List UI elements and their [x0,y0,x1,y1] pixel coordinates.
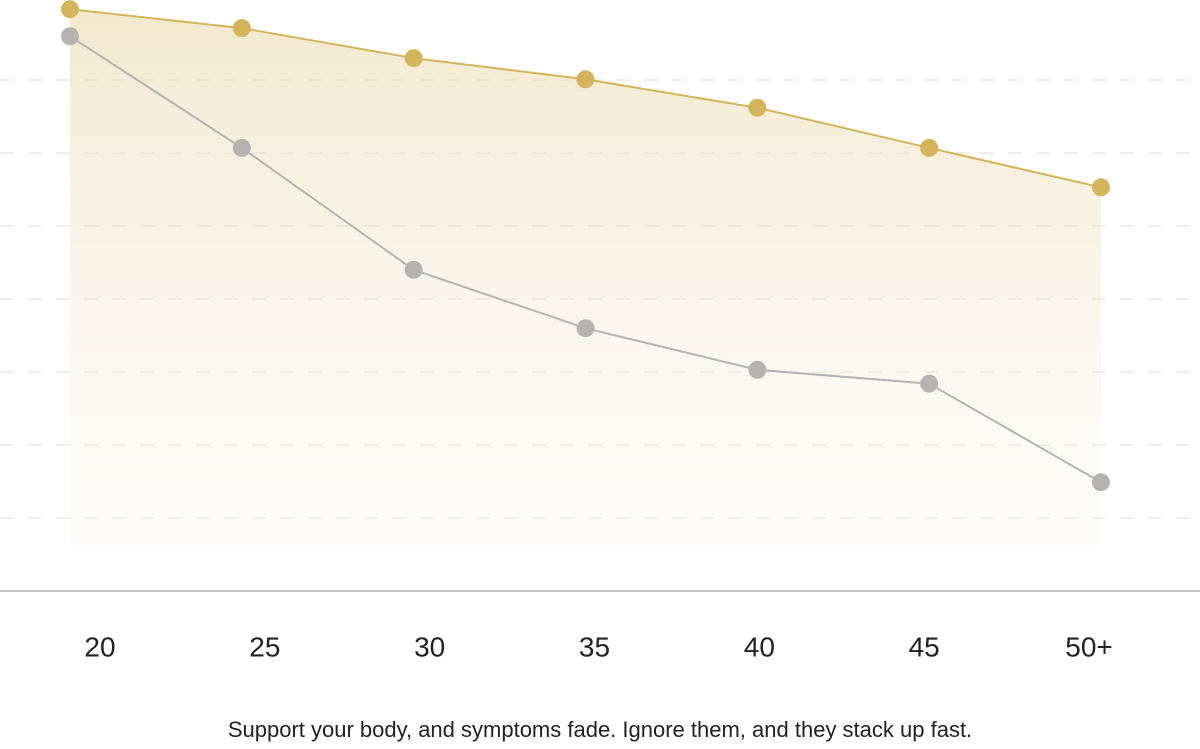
x-tick-label: 20 [84,631,115,662]
point [61,27,79,46]
point [1092,473,1110,492]
x-tick-label: 45 [909,631,940,662]
point [920,138,939,157]
area [70,9,1101,545]
point [748,98,767,117]
x-tick-label: 40 [744,631,775,662]
point [748,360,767,379]
caption: Support your body, and symptoms fade. Ig… [228,717,972,742]
point [232,138,251,157]
x-tick-label: 50+ [1065,631,1113,662]
point [1092,178,1110,197]
x-tick-label: 25 [249,631,280,662]
point [576,319,595,338]
point [404,260,423,279]
x-tick-label: 35 [579,631,610,662]
point [920,374,939,393]
point [404,49,423,68]
point [576,70,595,89]
point [232,19,251,38]
x-tick-label: 30 [414,631,445,662]
point [61,0,79,19]
